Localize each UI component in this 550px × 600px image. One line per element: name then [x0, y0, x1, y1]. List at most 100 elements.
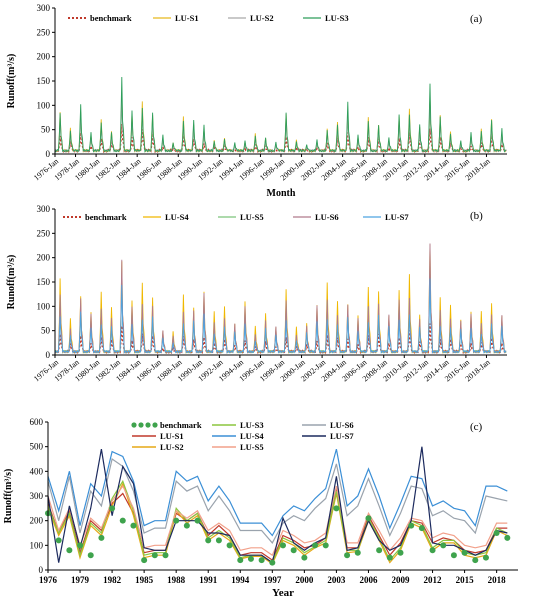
- panel-a-xlabel: Month: [267, 188, 296, 199]
- panel-c-x-tick-label: 1979: [71, 575, 90, 585]
- panel-b-y-tick-label: 300: [37, 204, 51, 214]
- panel-a-y-tick-label: 300: [37, 3, 51, 13]
- panel-b-legend-label: LU-S4: [165, 212, 189, 222]
- panel-c-legend-swatch: [145, 422, 151, 428]
- panel-a-series-LU-S3: [54, 76, 507, 153]
- panel-b-x-ticks: 1976-Jan1978-Jan1980-Jan1982-Jan1984-Jan…: [32, 355, 492, 383]
- panel-b-series-LU-S7: [54, 278, 507, 354]
- panel-c-x-tick-label: 2006: [359, 575, 378, 585]
- panel-c-xlabel: Year: [272, 587, 294, 599]
- panel-c-x-tick-label: 2018: [488, 575, 507, 585]
- panel-c-x-tick-label: 2012: [424, 575, 443, 585]
- panel-a-y-ticks: 0 50 100 150 200 250 300: [37, 3, 55, 159]
- panel-b-legend-label: LU-S6: [315, 212, 339, 222]
- panel-b-series: [54, 243, 507, 355]
- panel-c-point-benchmark: [322, 542, 329, 549]
- panel-b-label: (b): [470, 210, 483, 222]
- panel-c-series-LU-S7: [47, 446, 508, 564]
- panel-c: 0 100 200 300 400 500 600 1976 1979 1982 1985 1988…: [3, 417, 518, 599]
- panel-c-point-benchmark: [205, 537, 212, 544]
- panel-c-point-benchmark: [66, 547, 73, 554]
- panel-b-legend-label: LU-S5: [240, 212, 264, 222]
- panel-c-x-ticks: 1976 1979 1982 1985 1988 1991 1994 1997 2000 2003…: [39, 570, 506, 585]
- panel-a-y-tick-label: 250: [37, 27, 51, 37]
- panel-c-legend-label: LU-S2: [160, 442, 184, 452]
- panel-b-legend-label: LU-S7: [385, 212, 409, 222]
- panel-a-legend-label: benchmark: [90, 13, 132, 23]
- panel-c-legend-swatch: [131, 422, 137, 428]
- panel-c-point-benchmark: [98, 534, 105, 541]
- panel-b-legend: benchmark LU-S4 LU-S5 LU-S6 LU-S7: [63, 212, 409, 222]
- panel-c-y-tick-label: 100: [30, 540, 44, 550]
- panel-a-y-tick-label: 0: [46, 149, 51, 159]
- panel-c-point-benchmark: [418, 525, 425, 532]
- panel-c-legend-label: LU-S7: [330, 431, 354, 441]
- panel-c-point-benchmark: [77, 542, 84, 549]
- panel-b-ylabel: Runoff(m³/s): [6, 255, 17, 310]
- panel-c-legend-label: LU-S3: [240, 420, 264, 430]
- panel-c-x-tick-label: 1997: [263, 575, 282, 585]
- panel-c-legend-swatch: [152, 422, 158, 428]
- panel-c-x-tick-label: 1982: [103, 575, 122, 585]
- panel-c-point-benchmark: [386, 554, 393, 561]
- panel-c-x-tick-label: 1991: [199, 575, 218, 585]
- panel-c-x-tick-label: 1994: [231, 575, 250, 585]
- panel-c-ylabel: Runoff(m³/s): [3, 469, 14, 524]
- panel-c-legend-label: LU-S1: [160, 431, 184, 441]
- panel-a-y-tick-label: 150: [37, 76, 51, 86]
- panel-a-legend-label: LU-S1: [175, 13, 199, 23]
- panel-a-legend-label: LU-S3: [325, 13, 349, 23]
- panel-c-x-tick-label: 1976: [39, 575, 58, 585]
- panel-c-y-tick-label: 0: [39, 565, 44, 575]
- panel-c-point-benchmark: [173, 517, 180, 524]
- panel-b-y-tick-label: 100: [37, 301, 51, 311]
- panel-c-series-LU-S6: [47, 458, 508, 544]
- panel-c-point-benchmark: [344, 552, 351, 559]
- panel-c-point-benchmark: [247, 555, 254, 562]
- panel-c-x-tick-label: 2015: [456, 575, 475, 585]
- panel-b-y-tick-label: 50: [41, 326, 51, 336]
- panel-c-series-LU-S3: [47, 479, 508, 564]
- panel-c-point-benchmark: [119, 517, 126, 524]
- panel-a-y-tick-label: 200: [37, 52, 51, 62]
- panel-c-x-tick-label: 2000: [295, 575, 314, 585]
- panel-c-legend-label: LU-S6: [330, 420, 354, 430]
- panel-c-point-benchmark: [151, 552, 158, 559]
- panel-b-y-tick-label: 0: [46, 350, 51, 360]
- panel-c-series-LU-S1: [47, 488, 508, 562]
- panel-a-x-ticks: 1976-Jan1978-Jan1980-Jan1982-Jan1984-Jan…: [32, 154, 492, 182]
- panel-c-point-benchmark: [226, 542, 233, 549]
- panel-c-point-benchmark: [55, 537, 62, 544]
- panel-a-y-tick-label: 50: [41, 125, 51, 135]
- panel-b-y-tick-label: 250: [37, 228, 51, 238]
- panel-c-point-benchmark: [376, 547, 383, 554]
- panel-c-point-benchmark: [493, 530, 500, 536]
- panel-c-point-benchmark: [130, 522, 137, 529]
- panel-c-point-benchmark: [397, 549, 404, 556]
- panel-c-y-tick-label: 300: [30, 491, 44, 501]
- panel-c-y-ticks: 0 100 200 300 400 500 600: [30, 417, 48, 575]
- panel-c-point-benchmark: [215, 537, 222, 544]
- panel-c-point-benchmark: [258, 557, 265, 564]
- panel-c-legend-swatch: [138, 422, 144, 428]
- panel-c-point-benchmark: [365, 515, 372, 522]
- panel-c-y-tick-label: 500: [30, 442, 44, 452]
- panel-a-label: (a): [470, 13, 483, 25]
- panel-c-legend-label: LU-S4: [240, 431, 264, 441]
- panel-c-point-benchmark: [237, 557, 244, 564]
- panel-c-point-benchmark: [162, 552, 169, 559]
- panel-c-point-benchmark: [290, 547, 297, 554]
- panel-c-x-tick-label: 2003: [327, 575, 346, 585]
- panel-c-series: [45, 446, 511, 566]
- panel-b: 0 50 100 150 200 250 300 1976-Jan1978-Jan1980-…: [6, 204, 507, 383]
- panel-a-y-tick-label: 100: [37, 100, 51, 110]
- panel-b-y-ticks: 0 50 100 150 200 250 300: [37, 204, 55, 360]
- panel-c-point-benchmark: [472, 557, 479, 564]
- panel-b-y-tick-label: 200: [37, 253, 51, 263]
- panel-c-point-benchmark: [354, 549, 361, 556]
- panel-a-ylabel: Runoff(m³/s): [6, 54, 17, 109]
- panel-c-point-benchmark: [461, 549, 468, 556]
- panel-c-point-benchmark: [429, 547, 436, 554]
- panel-a-series: [54, 76, 507, 154]
